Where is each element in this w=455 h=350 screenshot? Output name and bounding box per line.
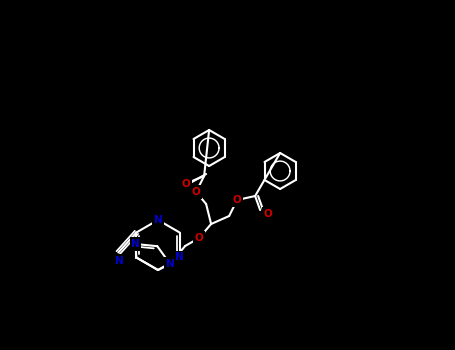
Text: N: N (154, 215, 162, 225)
Text: O: O (195, 233, 203, 243)
Text: O: O (233, 195, 242, 205)
Text: N: N (166, 259, 175, 269)
Text: O: O (182, 179, 191, 189)
Text: O: O (192, 187, 201, 197)
Text: N: N (131, 239, 140, 249)
Text: N: N (175, 252, 184, 262)
Text: N: N (115, 256, 124, 266)
Text: O: O (264, 209, 273, 219)
